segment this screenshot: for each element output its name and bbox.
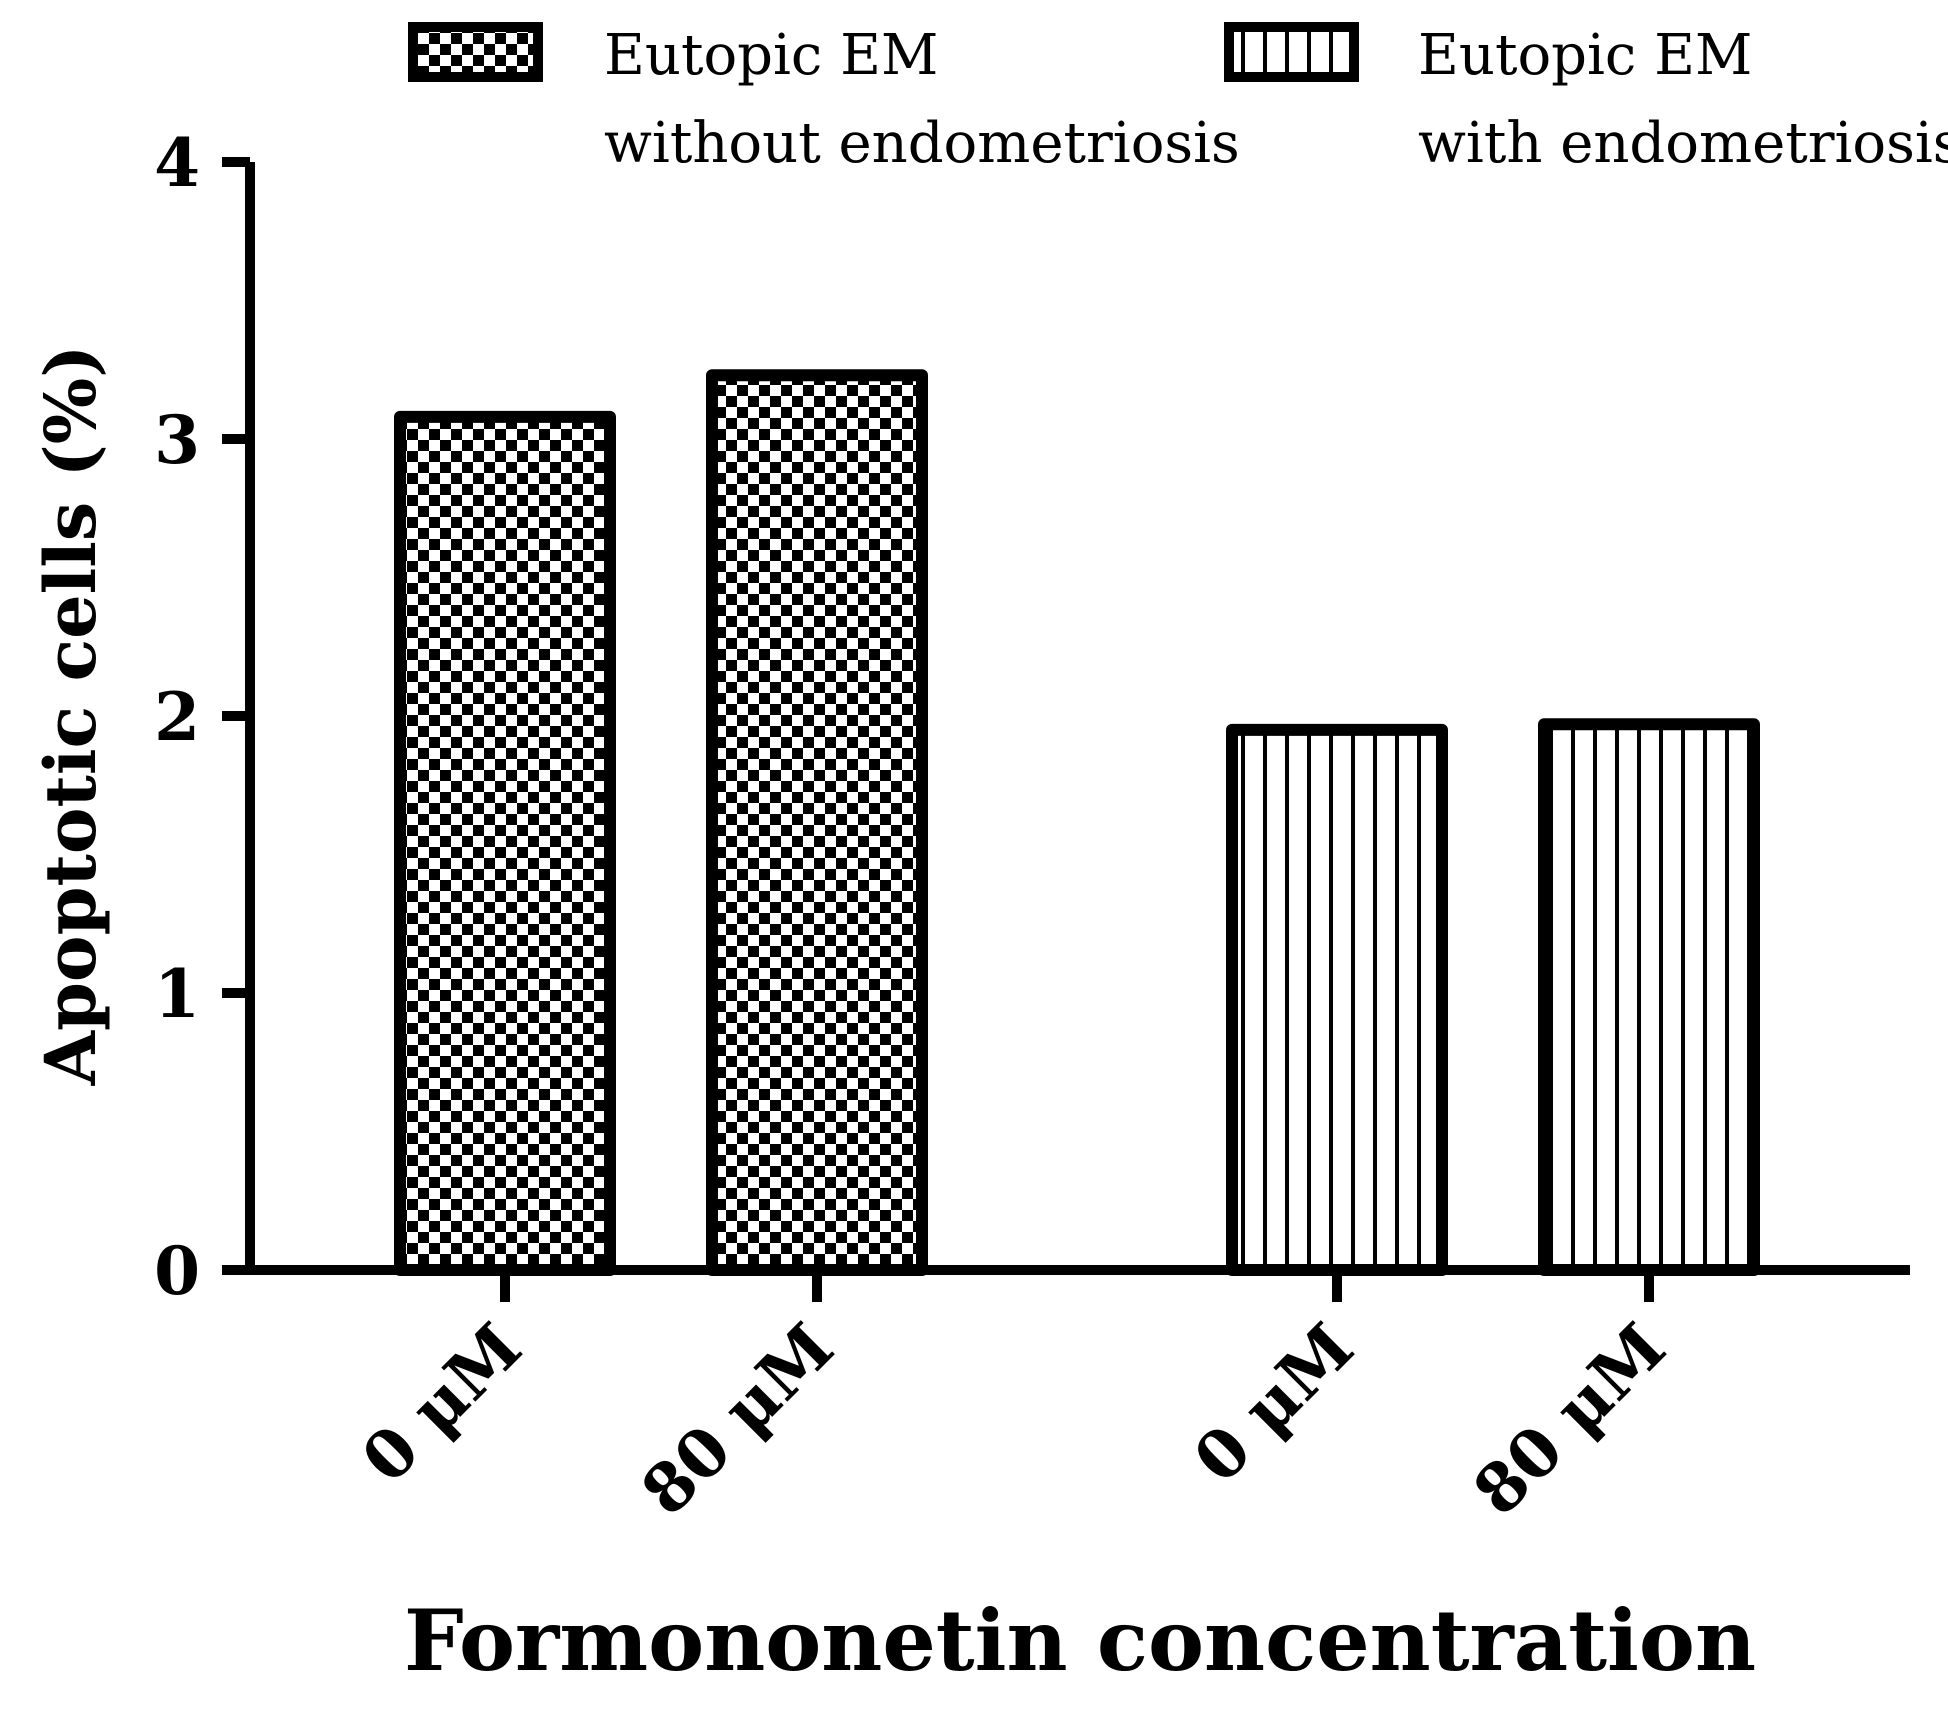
bar-group1-1 [394,410,616,1276]
x-axis-title: Formononetin concentration [404,1591,1756,1690]
y-tick-label: 0 [154,1232,200,1310]
x-tick-label: 80 μM [1458,1308,1680,1530]
legend-swatch-stripes [1224,22,1359,82]
x-tick-label: 0 μM [1179,1308,1369,1498]
legend-label-line2: with endometriosis [1418,111,1948,176]
y-tick-label: 3 [154,401,200,479]
y-tick-label: 4 [154,124,200,202]
y-ticks: 0 1 2 3 4 [154,124,250,1310]
y-tick-label: 1 [154,955,200,1033]
legend: Eutopic EM without endometriosis Eutopic… [408,22,1948,176]
legend-item-without-endometriosis: Eutopic EM without endometriosis [408,22,1240,176]
y-tick-label: 2 [154,678,200,756]
legend-label-line2: without endometriosis [604,111,1240,176]
legend-swatch-checker [408,22,543,82]
legend-item-with-endometriosis: Eutopic EM with endometriosis [1224,22,1948,176]
bar-group2-1 [1226,723,1448,1276]
bar-group1-2 [706,369,928,1277]
bar-group2-2 [1538,718,1760,1276]
y-axis-title: Apoptotic cells (%) [29,345,112,1087]
x-tick-label: 80 μM [626,1308,848,1530]
x-ticks: 0 μM 80 μM 0 μM 80 μM [347,1270,1680,1530]
bars-layer [394,369,1760,1277]
legend-label-line1: Eutopic EM [604,23,938,88]
legend-label-line1: Eutopic EM [1418,23,1752,88]
x-tick-label: 0 μM [347,1308,537,1498]
